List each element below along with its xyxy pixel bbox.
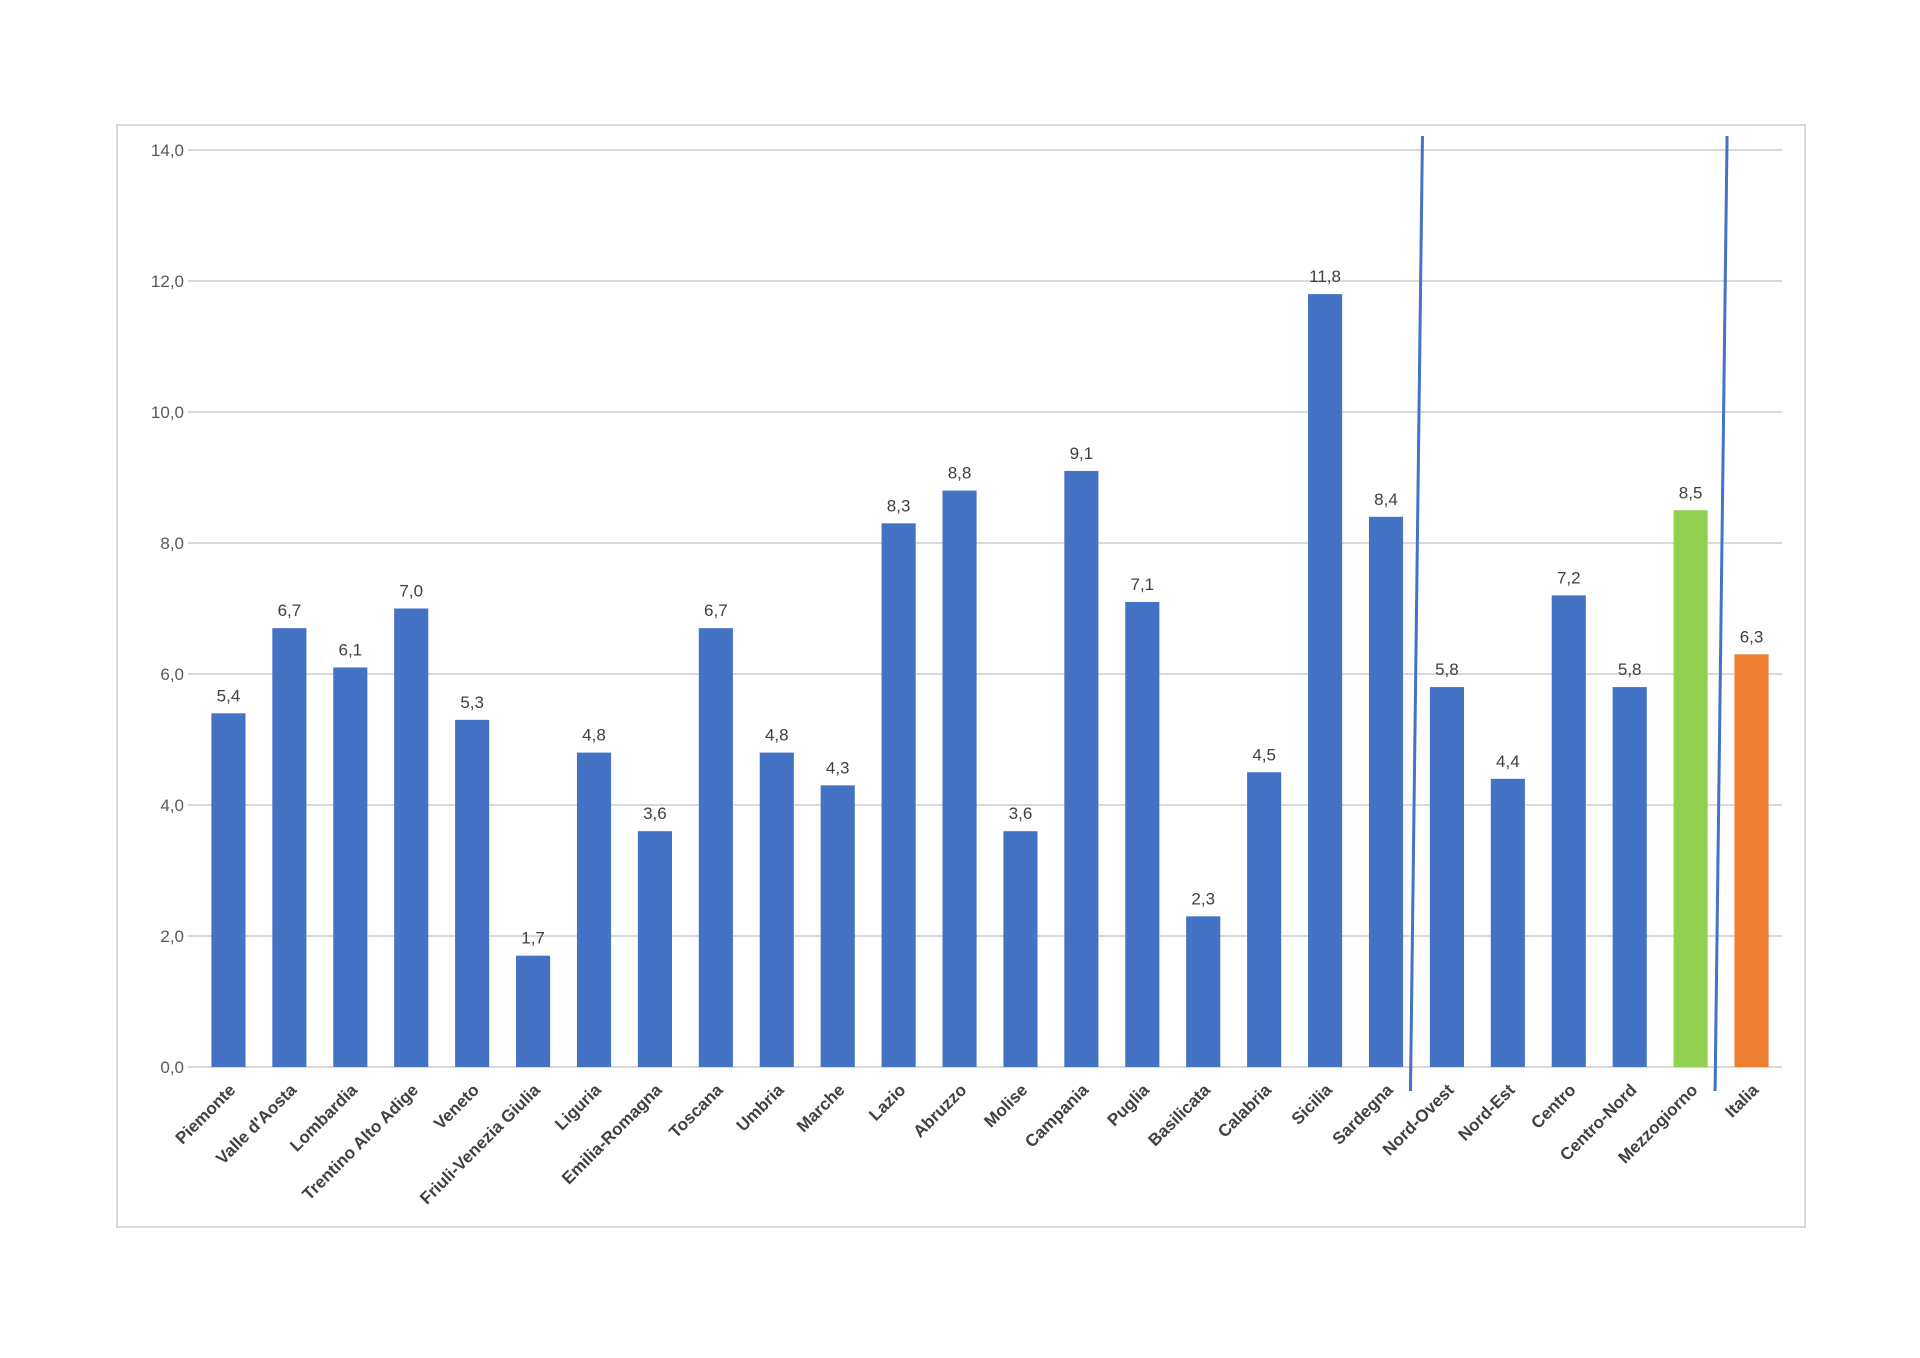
separator-lines <box>1408 135 1729 1092</box>
data-label: 5,8 <box>1618 660 1642 679</box>
x-tick-label: Umbria <box>733 1080 788 1135</box>
y-axis-ticks: 0,0 2,0 4,0 6,0 8,0 10,0 12,0 14,0 <box>151 141 184 1077</box>
bar <box>394 608 429 1067</box>
data-label: 4,3 <box>826 758 850 777</box>
bar <box>942 490 977 1068</box>
x-tick-label: Lazio <box>865 1080 909 1124</box>
data-label: 9,1 <box>1070 444 1094 463</box>
bar <box>1734 654 1769 1067</box>
data-label: 4,5 <box>1252 745 1276 764</box>
x-tick-label: Sicilia <box>1288 1080 1337 1129</box>
data-label: 4,4 <box>1496 752 1520 771</box>
x-tick-label: Abruzzo <box>910 1080 971 1141</box>
bars <box>211 294 1769 1068</box>
x-tick-label: Friuli-Venezia Giulia <box>416 1080 544 1208</box>
data-label: 7,2 <box>1557 568 1581 587</box>
x-tick-label: Liguria <box>551 1080 605 1134</box>
data-label: 8,5 <box>1679 483 1703 502</box>
data-label: 4,8 <box>582 726 606 745</box>
bar <box>637 831 672 1067</box>
x-tick-label: Campania <box>1021 1080 1092 1151</box>
bar <box>1490 778 1525 1067</box>
x-tick-label: Veneto <box>430 1080 483 1133</box>
data-label: 2,3 <box>1191 889 1215 908</box>
bar <box>759 752 794 1067</box>
data-label: 5,8 <box>1435 660 1459 679</box>
data-labels: 5,4 6,7 6,1 7,0 5,3 1,7 4,8 3,6 6,7 4,8 4,3 8,3 8,8 3… <box>217 267 1764 948</box>
x-tick-label: Calabria <box>1214 1080 1275 1141</box>
data-label: 6,7 <box>278 601 302 620</box>
bar <box>455 719 490 1067</box>
y-tick-label: 2,0 <box>160 927 184 946</box>
x-tick-label: Nord-Est <box>1454 1080 1518 1144</box>
x-tick-label: Italia <box>1722 1080 1763 1121</box>
data-label: 8,3 <box>887 496 911 515</box>
bar <box>1186 916 1221 1067</box>
chart-frame: 0,0 2,0 4,0 6,0 8,0 10,0 12,0 14,0 5,4 6,7 6,1 7,0… <box>116 124 1806 1228</box>
y-tick-label: 10,0 <box>151 403 184 422</box>
x-tick-label: Centro <box>1527 1080 1579 1132</box>
data-label: 5,3 <box>460 693 484 712</box>
data-label: 8,8 <box>948 464 972 483</box>
bar <box>333 667 368 1067</box>
bar <box>211 713 246 1067</box>
data-label: 7,1 <box>1130 575 1154 594</box>
bar <box>272 628 307 1067</box>
data-label: 5,4 <box>217 686 241 705</box>
bar <box>881 523 916 1067</box>
y-tick-label: 8,0 <box>160 534 184 553</box>
y-tick-label: 12,0 <box>151 272 184 291</box>
y-tick-label: 4,0 <box>160 796 184 815</box>
bar <box>1673 510 1708 1067</box>
bar <box>1612 687 1647 1067</box>
data-label: 6,3 <box>1740 627 1764 646</box>
bar <box>1003 831 1038 1067</box>
x-tick-label: Marche <box>793 1080 849 1136</box>
data-label: 11,8 <box>1309 267 1341 286</box>
data-label: 6,1 <box>338 640 362 659</box>
y-tick-label: 6,0 <box>160 665 184 684</box>
separator-line <box>1713 135 1729 1092</box>
y-tick-label: 0,0 <box>160 1058 184 1077</box>
x-tick-label: Molise <box>980 1080 1031 1131</box>
bar <box>516 955 551 1067</box>
y-tick-label: 14,0 <box>151 141 184 160</box>
bar <box>1308 294 1343 1068</box>
data-label: 3,6 <box>643 804 667 823</box>
data-label: 1,7 <box>521 929 545 948</box>
bar <box>1247 772 1282 1067</box>
bar <box>1551 595 1586 1067</box>
data-label: 6,7 <box>704 601 728 620</box>
bar <box>820 785 855 1067</box>
bar <box>698 628 733 1067</box>
data-label: 4,8 <box>765 726 789 745</box>
data-label: 7,0 <box>399 582 423 601</box>
x-tick-label: Trentino Alto Adige <box>299 1080 422 1203</box>
data-label: 3,6 <box>1009 804 1033 823</box>
x-tick-label: Puglia <box>1104 1080 1154 1130</box>
separator-line <box>1408 135 1424 1092</box>
bar-chart: 0,0 2,0 4,0 6,0 8,0 10,0 12,0 14,0 5,4 6,7 6,1 7,0… <box>151 135 1782 1208</box>
bar <box>1125 601 1160 1067</box>
gridlines <box>188 149 1782 1068</box>
bar <box>1429 687 1464 1067</box>
data-label: 8,4 <box>1374 490 1398 509</box>
x-tick-label: Toscana <box>665 1080 727 1142</box>
bar <box>576 752 612 1067</box>
bar <box>1064 470 1099 1067</box>
x-tick-label: Basilicata <box>1144 1080 1214 1150</box>
bar <box>1368 516 1404 1067</box>
